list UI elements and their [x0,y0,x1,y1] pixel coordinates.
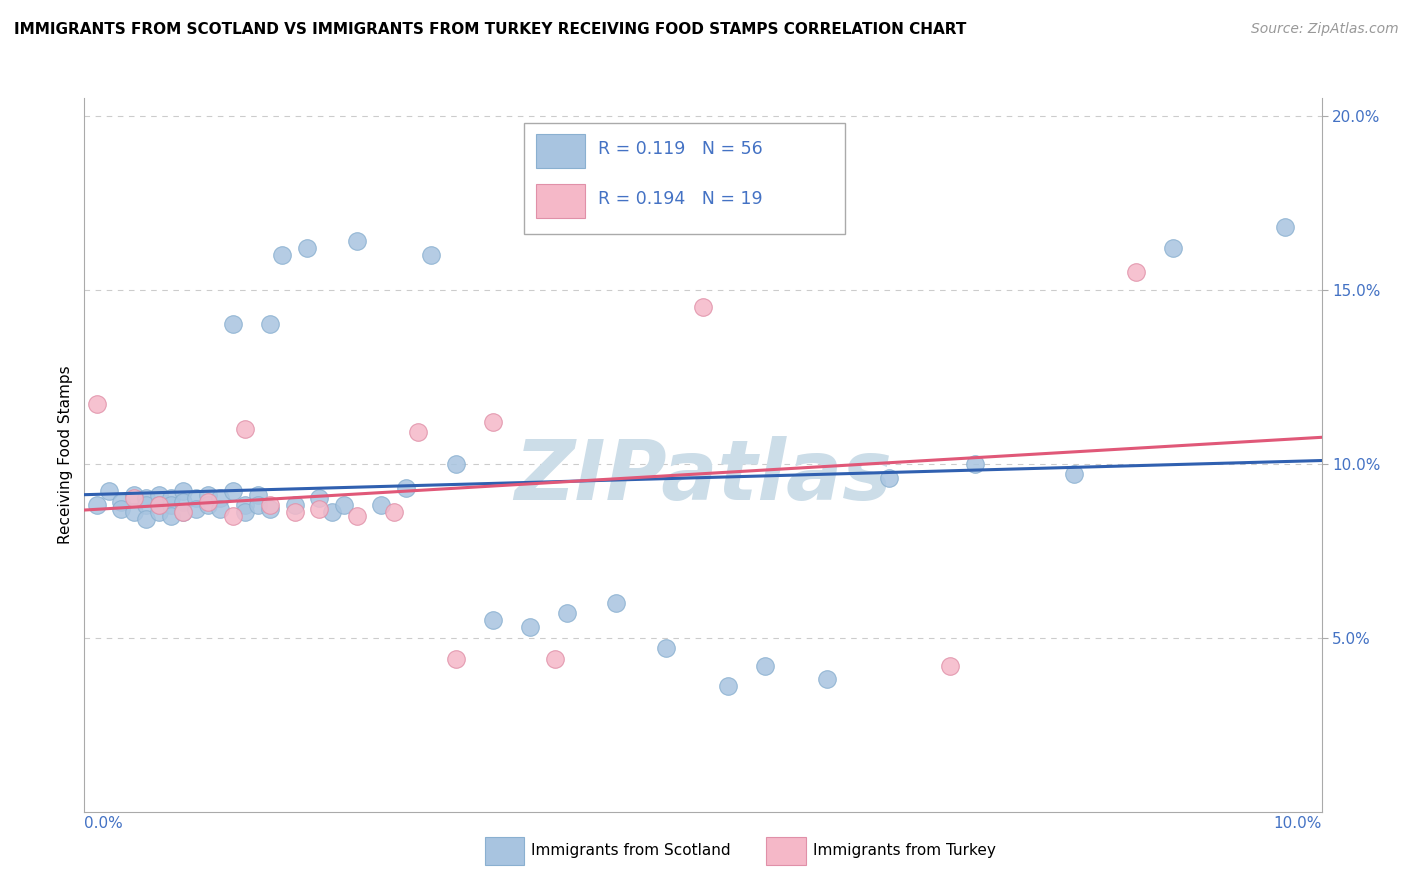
Point [444,651,467,665]
Point [815,673,838,687]
Point [408,425,430,440]
Point [717,680,740,694]
FancyBboxPatch shape [536,184,585,218]
Point [965,457,987,471]
Point [481,415,503,429]
Point [197,499,219,513]
Point [160,499,183,513]
Point [86,397,108,411]
FancyBboxPatch shape [523,123,845,234]
Point [1063,467,1085,481]
Point [259,318,281,332]
Point [197,495,219,509]
Point [444,457,467,471]
Text: Source: ZipAtlas.com: Source: ZipAtlas.com [1251,22,1399,37]
Point [222,508,245,523]
Point [1125,265,1147,279]
Point [1161,241,1184,255]
Point [135,499,157,513]
Text: Immigrants from Scotland: Immigrants from Scotland [531,844,731,858]
Point [246,488,269,502]
Point [939,658,962,673]
Point [259,501,281,516]
Point [184,491,207,506]
Text: R = 0.119   N = 56: R = 0.119 N = 56 [598,141,762,159]
Point [135,512,157,526]
Point [333,499,356,513]
Point [419,248,441,262]
Point [172,505,194,519]
Point [86,499,108,513]
FancyBboxPatch shape [536,134,585,168]
Point [346,508,368,523]
Point [370,499,392,513]
Point [233,499,256,513]
Point [197,488,219,502]
Point [135,491,157,506]
Point [271,248,294,262]
Text: 10.0%: 10.0% [1274,816,1322,831]
Point [222,484,245,499]
Point [395,481,418,495]
Point [98,484,121,499]
Point [692,300,714,314]
Point [172,484,194,499]
Point [122,488,145,502]
Point [233,505,256,519]
Point [877,470,900,484]
Point [184,501,207,516]
Point [209,491,232,506]
Point [148,505,170,519]
Point [519,620,541,634]
Point [321,505,343,519]
Point [172,495,194,509]
Point [259,499,281,513]
Point [655,641,678,656]
Point [1274,219,1296,234]
Point [308,501,330,516]
Point [172,505,194,519]
Point [122,505,145,519]
Point [308,491,330,506]
Point [284,499,307,513]
Point [754,658,776,673]
Point [382,505,405,519]
Point [209,501,232,516]
Text: 0.0%: 0.0% [84,816,124,831]
Point [148,499,170,513]
Point [160,491,183,506]
Y-axis label: Receiving Food Stamps: Receiving Food Stamps [58,366,73,544]
Point [110,495,132,509]
Point [148,499,170,513]
Text: R = 0.194   N = 19: R = 0.194 N = 19 [598,191,762,209]
Point [346,234,368,248]
Point [222,318,245,332]
Point [110,501,132,516]
Point [605,596,627,610]
Point [122,491,145,506]
Point [148,488,170,502]
Point [555,607,578,621]
Point [160,508,183,523]
Point [233,422,256,436]
Point [481,613,503,627]
Point [295,241,318,255]
Point [246,499,269,513]
Text: Immigrants from Turkey: Immigrants from Turkey [813,844,995,858]
Point [284,505,307,519]
Point [543,651,565,665]
Text: IMMIGRANTS FROM SCOTLAND VS IMMIGRANTS FROM TURKEY RECEIVING FOOD STAMPS CORRELA: IMMIGRANTS FROM SCOTLAND VS IMMIGRANTS F… [14,22,966,37]
Text: ZIPatlas: ZIPatlas [515,436,891,516]
